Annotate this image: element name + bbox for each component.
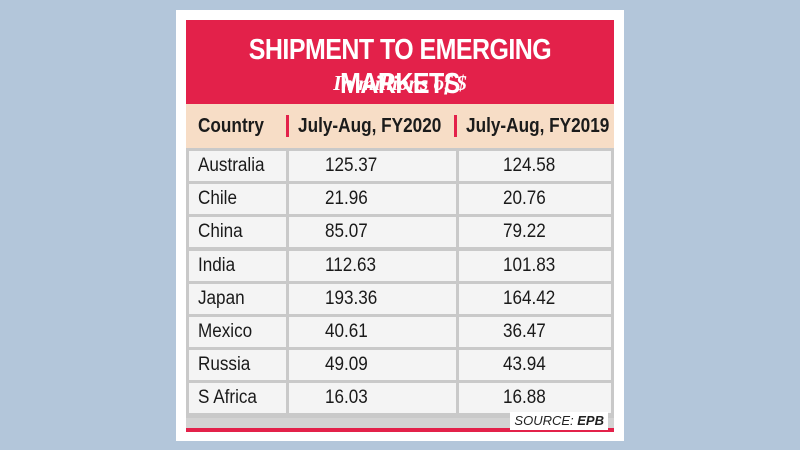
table-row: Japan 193.36 164.42 bbox=[186, 283, 614, 314]
header-country: Country bbox=[198, 115, 264, 137]
country-cell-text: Mexico bbox=[198, 321, 253, 342]
fy2019-cell-text: 20.76 bbox=[503, 188, 546, 210]
country-cell: Chile bbox=[189, 184, 286, 215]
table-row: India 112.63 101.83 bbox=[186, 250, 614, 281]
country-cell: Mexico bbox=[189, 317, 286, 347]
infographic-card: SHIPMENT TO EMERGING MARKETS In millions… bbox=[176, 10, 624, 441]
header-separator bbox=[454, 115, 457, 137]
fy2020-cell-text: 193.36 bbox=[325, 287, 378, 309]
fy2020-cell-text: 21.96 bbox=[325, 188, 368, 210]
header-fy2020: July-Aug, FY2020 bbox=[298, 115, 442, 137]
country-cell-text: China bbox=[198, 221, 243, 243]
table-row: China 85.07 79.22 bbox=[186, 217, 614, 248]
country-cell: Russia bbox=[189, 350, 286, 381]
fy2019-cell-text: 43.94 bbox=[503, 354, 546, 376]
table-row: Mexico 40.61 36.47 bbox=[186, 317, 614, 347]
fy2019-cell: 164.42 bbox=[459, 283, 611, 314]
fy2019-cell-text: 124.58 bbox=[503, 155, 556, 176]
fy2019-cell-text: 101.83 bbox=[503, 254, 556, 276]
fy2019-cell-text: 36.47 bbox=[503, 321, 546, 342]
footer-band: SOURCE: EPB bbox=[186, 412, 614, 432]
fy2020-cell: 125.37 bbox=[289, 151, 456, 181]
table-row: S Africa 16.03 16.88 bbox=[186, 383, 614, 414]
fy2020-cell-text: 49.09 bbox=[325, 354, 368, 376]
title-banner: SHIPMENT TO EMERGING MARKETS In millions… bbox=[186, 20, 614, 104]
fy2019-cell-text: 164.42 bbox=[503, 287, 556, 309]
country-cell-text: Chile bbox=[198, 188, 237, 210]
fy2019-cell-text: 16.88 bbox=[503, 387, 546, 409]
country-cell-text: S Africa bbox=[198, 387, 257, 409]
source-note: SOURCE: EPB bbox=[510, 412, 608, 430]
country-cell-text: Russia bbox=[198, 354, 251, 376]
country-cell: Australia bbox=[189, 151, 286, 181]
header-separator bbox=[286, 115, 289, 137]
chart-subtitle: In millions of $ bbox=[333, 71, 467, 95]
header-fy2019: July-Aug, FY2019 bbox=[466, 115, 610, 137]
fy2020-cell: 112.63 bbox=[289, 250, 456, 281]
fy2019-cell: 124.58 bbox=[459, 151, 611, 181]
source-label: SOURCE: bbox=[514, 413, 574, 428]
fy2020-cell: 85.07 bbox=[289, 217, 456, 248]
country-cell: China bbox=[189, 217, 286, 248]
table-row: Russia 49.09 43.94 bbox=[186, 350, 614, 381]
country-cell-text: Australia bbox=[198, 155, 265, 176]
fy2020-cell: 21.96 bbox=[289, 184, 456, 215]
country-cell-text: India bbox=[198, 254, 236, 276]
fy2020-cell-text: 112.63 bbox=[325, 254, 377, 276]
fy2020-cell: 193.36 bbox=[289, 283, 456, 314]
fy2020-cell-text: 16.03 bbox=[325, 387, 368, 409]
fy2019-cell: 20.76 bbox=[459, 184, 611, 215]
data-table: Australia 125.37 124.58 Chile 21.96 20.76 Chin… bbox=[186, 148, 614, 418]
fy2019-cell: 36.47 bbox=[459, 317, 611, 347]
country-cell: Japan bbox=[189, 283, 286, 314]
table-row: Australia 125.37 124.58 bbox=[186, 151, 614, 181]
table-header: Country July-Aug, FY2020 July-Aug, FY201… bbox=[186, 104, 614, 148]
fy2020-cell-text: 40.61 bbox=[325, 321, 368, 342]
fy2020-cell-text: 85.07 bbox=[325, 221, 368, 243]
fy2019-cell: 101.83 bbox=[459, 250, 611, 281]
fy2019-cell: 43.94 bbox=[459, 350, 611, 381]
source-name: EPB bbox=[577, 413, 604, 428]
footer-accent-bar bbox=[186, 428, 614, 432]
country-cell: S Africa bbox=[189, 383, 286, 414]
chart-title: SHIPMENT TO EMERGING MARKETS bbox=[248, 34, 552, 100]
fy2019-cell: 16.88 bbox=[459, 383, 611, 414]
fy2020-cell: 40.61 bbox=[289, 317, 456, 347]
fy2019-cell-text: 79.22 bbox=[503, 221, 546, 243]
fy2020-cell-text: 125.37 bbox=[325, 155, 378, 176]
country-cell-text: Japan bbox=[198, 287, 245, 309]
fy2020-cell: 49.09 bbox=[289, 350, 456, 381]
country-cell: India bbox=[189, 250, 286, 281]
fy2020-cell: 16.03 bbox=[289, 383, 456, 414]
fy2019-cell: 79.22 bbox=[459, 217, 611, 248]
table-row: Chile 21.96 20.76 bbox=[186, 184, 614, 215]
